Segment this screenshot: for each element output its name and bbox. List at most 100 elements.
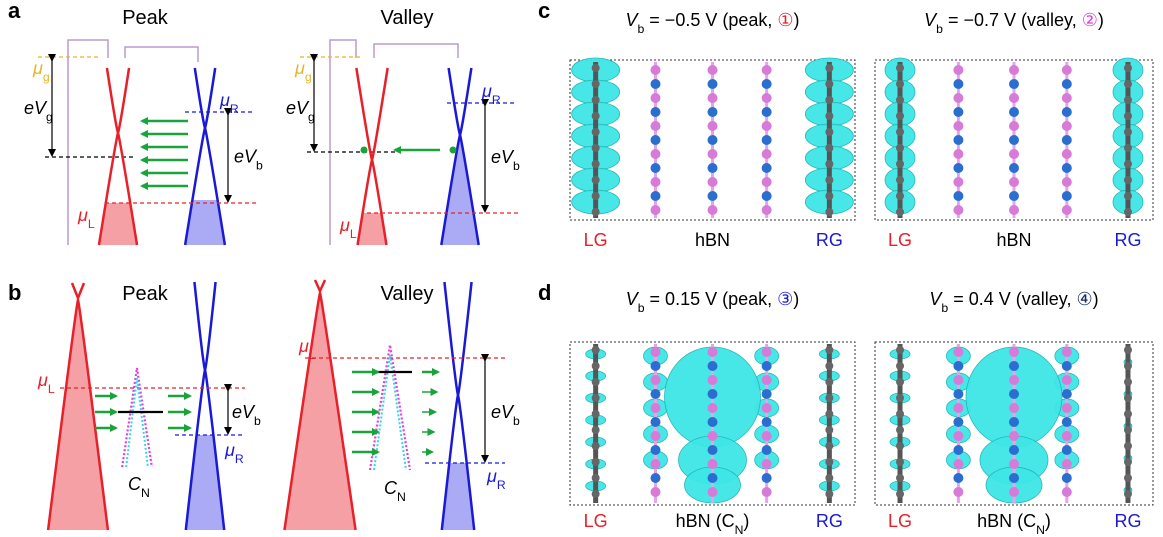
boron-atom [651, 205, 661, 215]
boron-atom [651, 403, 661, 413]
boron-atom [762, 403, 772, 413]
boron-atom [708, 375, 718, 385]
diagram-title: Peak [122, 283, 169, 305]
carbon-atom [1124, 346, 1132, 354]
subscript: g [46, 110, 53, 124]
carbon-atom [825, 426, 833, 434]
nitrogen-atom [953, 79, 963, 89]
symbol-label: μR [486, 466, 506, 492]
carbon-atom [896, 80, 904, 88]
diagram-title: Peak [122, 7, 169, 29]
subscript: N [141, 486, 150, 500]
boron-atom [953, 65, 963, 75]
carbon-atom [825, 442, 833, 450]
symbol-label: eVb [491, 147, 520, 173]
carbon-atom [592, 378, 600, 386]
carbon-atom [896, 192, 904, 200]
label: hBN [996, 230, 1031, 250]
boron-atom [762, 177, 772, 187]
nitrogen-atom [1062, 107, 1072, 117]
symbol-label: μR [224, 440, 244, 466]
carbon-atom [592, 192, 600, 200]
boron-atom [1009, 403, 1019, 413]
text-part: C [128, 474, 142, 494]
carbon-atom [1124, 80, 1132, 88]
nitrogen-atom [1009, 135, 1019, 145]
text-part: μ [77, 205, 88, 225]
boron-atom [651, 149, 661, 159]
text-part: eV [491, 402, 515, 422]
nitrogen-atom [1009, 445, 1019, 455]
nitrogen-atom [953, 163, 963, 173]
symbol-label: μL [339, 215, 357, 241]
carbon-atom [896, 426, 904, 434]
nitrogen-atom [651, 107, 661, 117]
carbon-atom [1124, 394, 1132, 402]
label: RG [816, 230, 843, 250]
structure-title: Vb = 0.4 V (valley, ④) [929, 289, 1098, 315]
carbon-atom [592, 442, 600, 450]
subscript: N [735, 523, 744, 537]
dirac-cone [107, 68, 129, 133]
filled-band [48, 300, 108, 530]
boron-atom [1009, 65, 1019, 75]
nitrogen-atom [953, 361, 963, 371]
carbon-atom [1124, 128, 1132, 136]
subscript: b [254, 414, 261, 428]
carbon-atom [592, 346, 600, 354]
text-part: hBN (C [977, 511, 1036, 531]
nitrogen-atom [708, 445, 718, 455]
dirac-cone [194, 282, 215, 370]
nitrogen-atom [1062, 163, 1072, 173]
nitrogen-atom [762, 191, 772, 201]
subscript: g [305, 70, 312, 84]
carbon-atom [825, 192, 833, 200]
boron-atom [708, 347, 718, 357]
structure-title: Vb = 0.15 V (peak, ③) [626, 289, 800, 315]
carbon-atom [1124, 64, 1132, 72]
dirac-cone [195, 68, 215, 128]
nitrogen-atom [1062, 191, 1072, 201]
carbon-atom [592, 64, 600, 72]
boron-atom [1009, 459, 1019, 469]
boron-atom [708, 121, 718, 131]
nitrogen-atom [762, 163, 772, 173]
nitrogen-atom [651, 389, 661, 399]
carbon-atom [592, 208, 600, 216]
boron-atom [1009, 177, 1019, 187]
carbon-atom [1124, 426, 1132, 434]
carbon-atom [1124, 458, 1132, 466]
text-part: eV [24, 98, 48, 118]
text-part: C [384, 478, 398, 498]
carbon-atom [825, 378, 833, 386]
boron-atom [953, 403, 963, 413]
carbon-atom [825, 80, 833, 88]
boron-atom [708, 459, 718, 469]
nitrogen-atom [762, 361, 772, 371]
label: hBN (CN) [977, 511, 1051, 537]
nitrogen-atom [708, 163, 718, 173]
subscript: R [230, 102, 239, 116]
boron-atom [762, 459, 772, 469]
carbon-atom [592, 96, 600, 104]
subscript: N [397, 490, 406, 504]
boron-atom [708, 93, 718, 103]
boron-atom [1062, 347, 1072, 357]
text-part: μ [481, 81, 492, 101]
nitrogen-atom [1062, 473, 1072, 483]
carbon-atom [825, 490, 833, 498]
nitrogen-atom [1009, 473, 1019, 483]
nitrogen-atom [651, 417, 661, 427]
carbon-atom [592, 394, 600, 402]
boron-atom [651, 431, 661, 441]
symbol-label: eVg [286, 98, 315, 124]
carbon-atom [825, 64, 833, 72]
carbon-atom [896, 160, 904, 168]
label: RG [816, 511, 843, 531]
carbon-atom [825, 144, 833, 152]
carbon-atom [896, 176, 904, 184]
nitrogen-atom [953, 417, 963, 427]
carbon-atom [1124, 378, 1132, 386]
carbon-atom [825, 96, 833, 104]
boron-atom [708, 177, 718, 187]
